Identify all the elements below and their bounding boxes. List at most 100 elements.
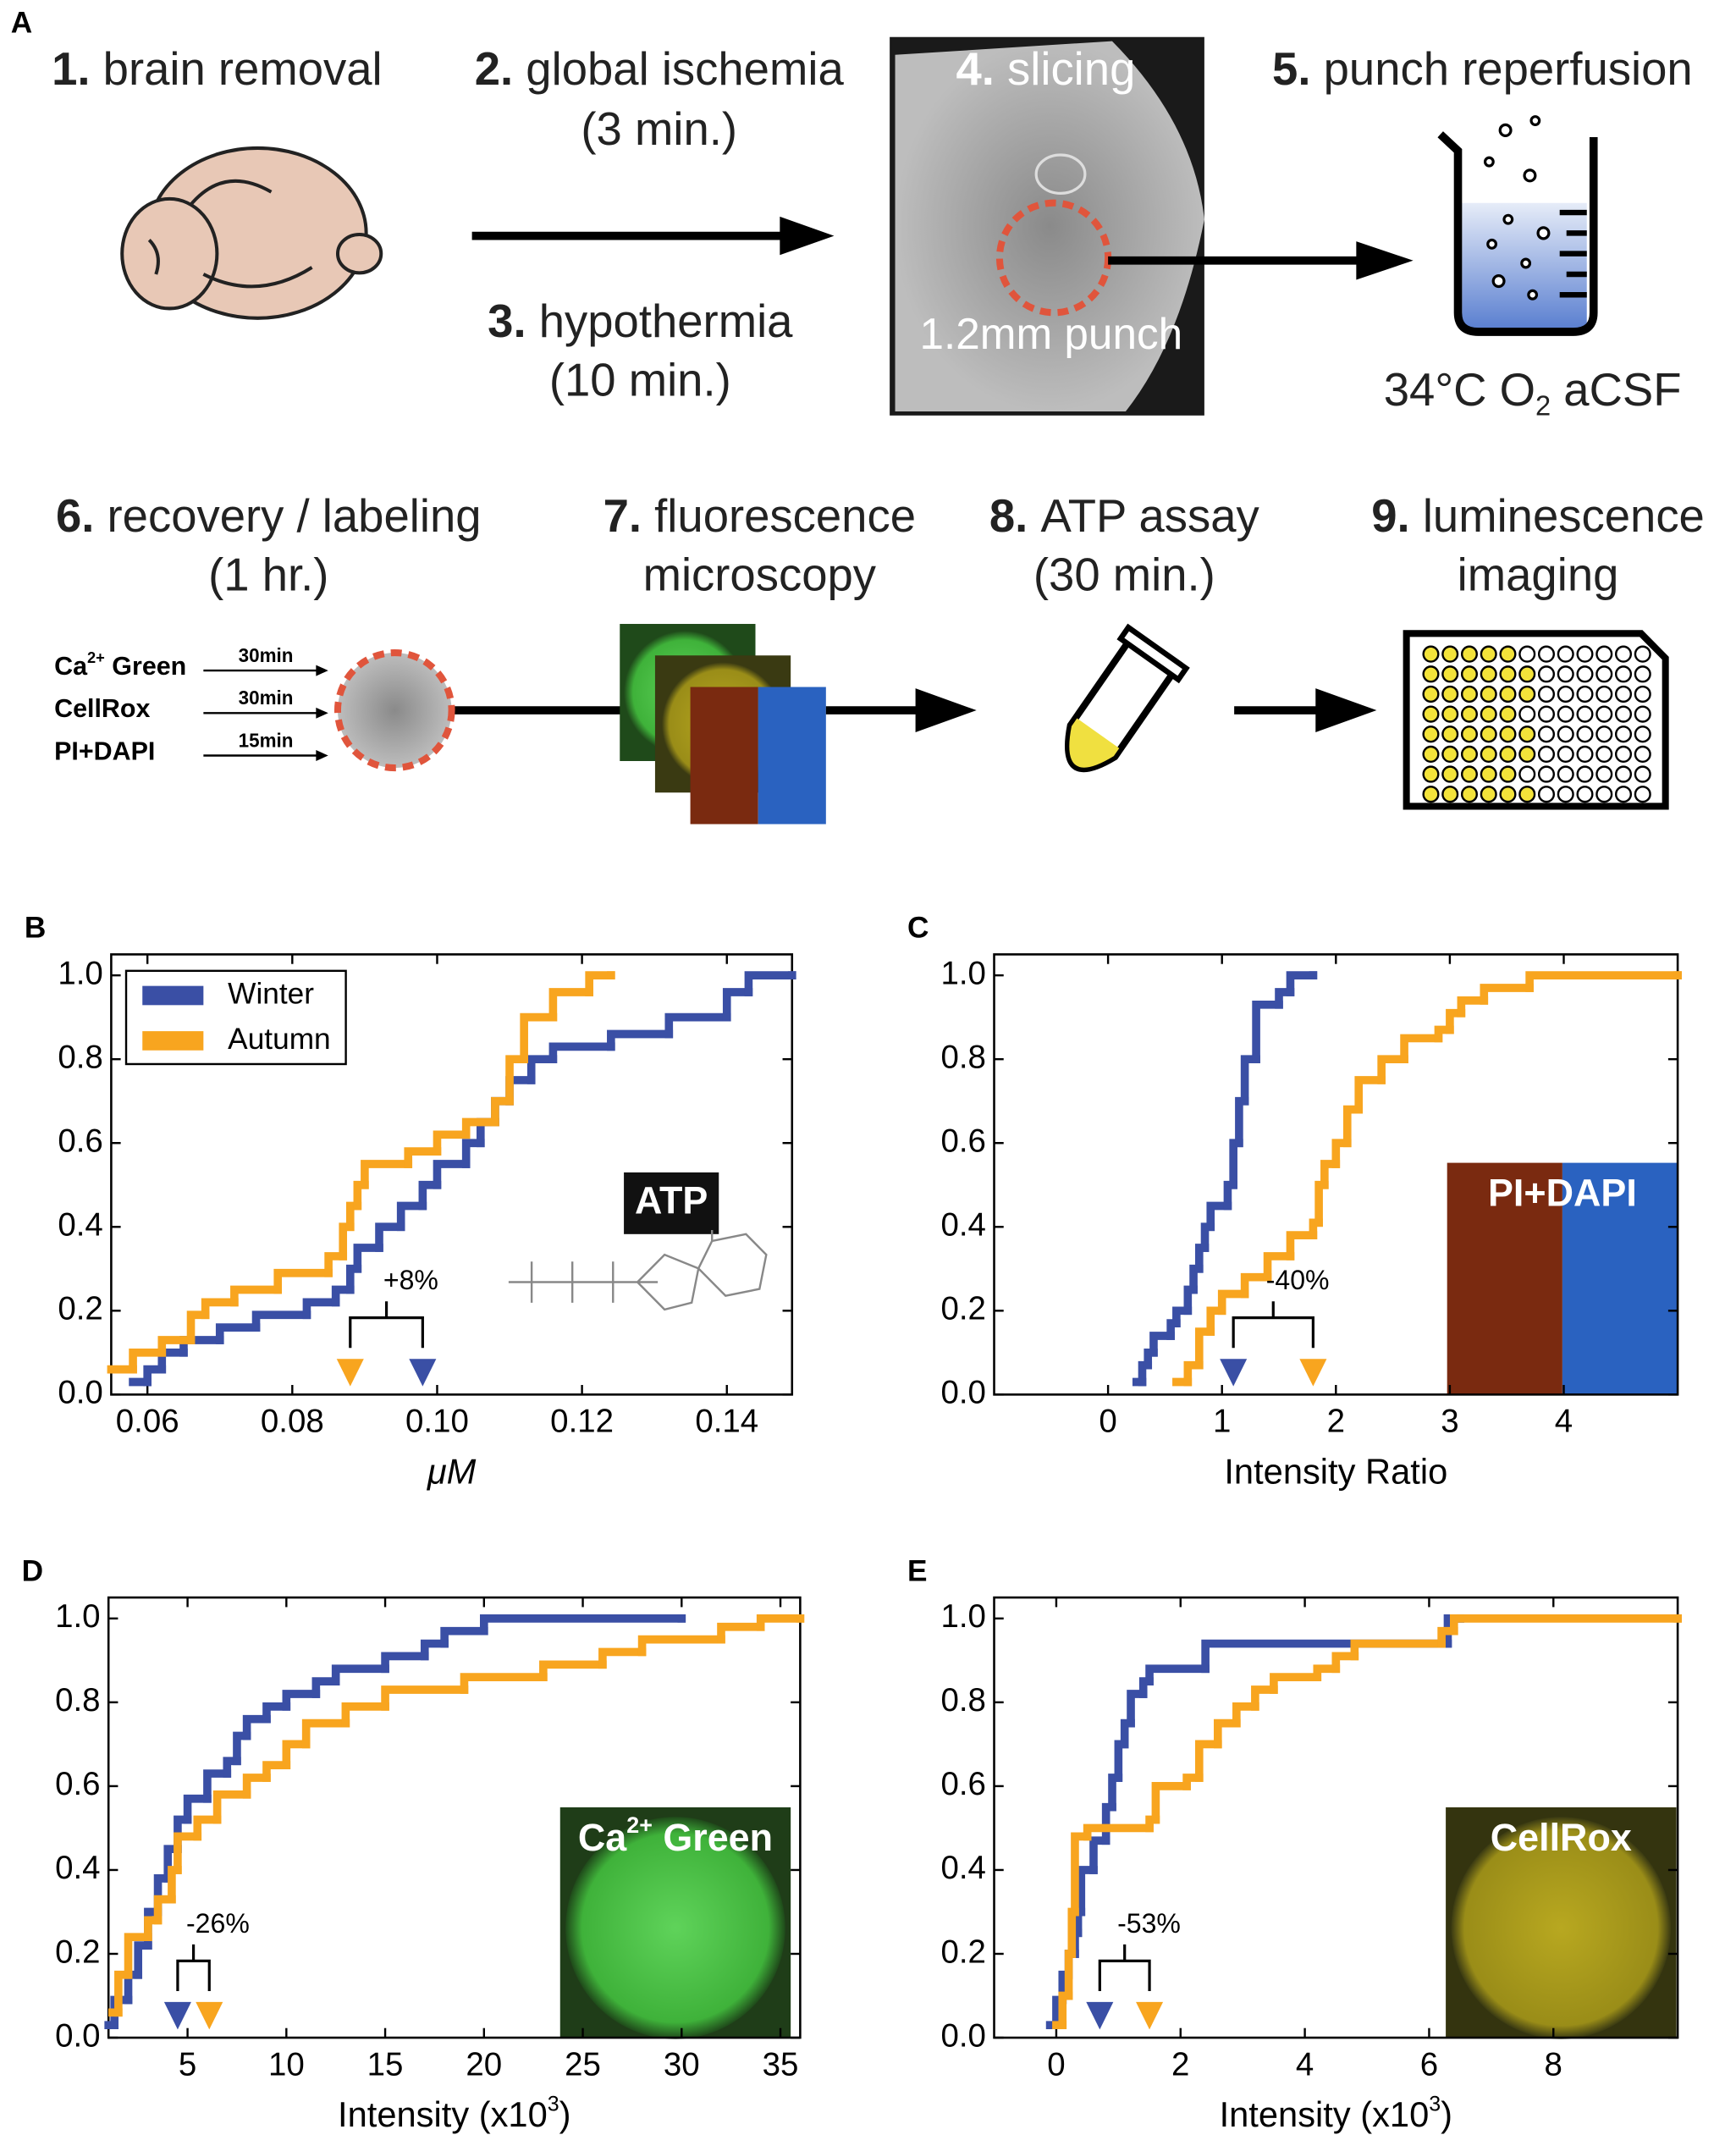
step-segment: [480, 1614, 686, 1636]
step-label: 7. fluorescence: [603, 489, 916, 542]
microscopy-images: [620, 624, 826, 825]
y-tick-label: 0.4: [940, 1850, 985, 1886]
step-segment: [1145, 1664, 1210, 1685]
step-number: 4.: [956, 42, 994, 95]
step-segment: [339, 1222, 355, 1261]
well: [1518, 665, 1536, 683]
median-marker: [409, 1359, 437, 1387]
dye-label: PI+DAPI: [54, 736, 155, 765]
step-segment: [1089, 1836, 1110, 1874]
well: [1441, 786, 1459, 803]
well: [1614, 685, 1633, 703]
step-segment: [722, 988, 753, 1022]
step-segment: [1151, 1782, 1191, 1824]
step-text: global ischemia: [526, 42, 844, 95]
well: [1499, 665, 1517, 683]
step-segment: [1525, 971, 1682, 992]
step-text: (10 min.): [549, 354, 731, 406]
well: [1634, 786, 1651, 803]
text-part: CellRox: [1491, 1816, 1632, 1859]
well: [1499, 685, 1517, 703]
x-tick-label: 0.08: [261, 1403, 324, 1439]
legend-label: Winter: [228, 976, 314, 1010]
text-part: [1410, 489, 1423, 542]
well: [1634, 645, 1651, 663]
x-tick-label: 4: [1555, 1403, 1573, 1439]
step-segment: [756, 1614, 805, 1631]
y-tick-label: 0.4: [55, 1850, 100, 1886]
well: [1614, 765, 1633, 783]
well: [1557, 705, 1574, 723]
step-segment: [375, 1222, 405, 1252]
text-part: Green: [653, 1816, 773, 1859]
text-part: ): [1441, 2094, 1452, 2134]
step-segment: [520, 1012, 558, 1064]
well: [1557, 685, 1574, 703]
inset-label: CellRox: [1491, 1816, 1632, 1859]
step-segment: [1457, 996, 1489, 1018]
text-part: Ca: [578, 1816, 627, 1859]
step-segment: [1067, 1907, 1079, 1958]
text-part: 3: [548, 2092, 559, 2116]
x-axis-label: Intensity (x103): [338, 2092, 570, 2134]
step-segment: [404, 1147, 442, 1168]
step-label: 4. slicing: [956, 42, 1135, 95]
step-segment: [251, 1310, 311, 1332]
median-marker: [1136, 2001, 1164, 2030]
well: [1460, 705, 1478, 723]
punch-label: 1.2mm punch: [920, 309, 1183, 358]
step-segment: [262, 1761, 291, 1782]
annotation: -26%: [186, 1908, 250, 1939]
step-label: (3 min.): [581, 102, 737, 155]
step-segment: [1286, 971, 1318, 996]
x-tick-label: 25: [565, 2046, 601, 2083]
dye-arrow-head: [316, 665, 328, 676]
step-segment: [505, 1055, 528, 1106]
well: [1480, 685, 1497, 703]
step-segment: [1071, 1832, 1092, 1917]
well: [1576, 685, 1594, 703]
arrow: [1234, 688, 1377, 732]
step-segment: [1286, 1231, 1318, 1261]
plot-frame: [110, 953, 794, 1396]
well: [1518, 645, 1536, 663]
step-text: slicing: [1007, 42, 1135, 95]
step-number: 2.: [475, 42, 513, 95]
text-part: 2: [1535, 389, 1551, 421]
median-marker: [1220, 1359, 1248, 1387]
y-tick-label: 0.0: [940, 1374, 985, 1410]
text-part: [91, 42, 103, 95]
step-segment: [460, 1673, 548, 1694]
well: [1499, 645, 1517, 663]
dye-time: 30min: [239, 645, 294, 666]
well: [1634, 745, 1651, 764]
median-marker: [1299, 1359, 1327, 1387]
well: [1595, 765, 1613, 783]
step-segment: [1229, 1139, 1243, 1189]
y-tick-label: 1.0: [58, 955, 102, 991]
well: [1557, 725, 1574, 743]
annotation: -40%: [1266, 1265, 1330, 1295]
text-part: 2+: [626, 1812, 653, 1838]
step-segment: [273, 1268, 333, 1294]
step-segment: [418, 1180, 442, 1211]
slice-tissue: [895, 41, 1204, 411]
step-segment: [129, 1348, 167, 1374]
well: [1460, 765, 1478, 783]
text-part: [526, 295, 539, 347]
step-segment: [242, 1714, 271, 1741]
y-tick-label: 0.4: [940, 1206, 985, 1243]
bracket: [176, 1944, 211, 1991]
well: [1634, 665, 1651, 683]
step-segment: [539, 1660, 607, 1682]
well: [1499, 745, 1517, 764]
well: [1576, 786, 1594, 803]
step-segment: [183, 1794, 212, 1824]
text-part: ): [559, 2094, 571, 2134]
step-segment: [1263, 1252, 1295, 1282]
well: [1557, 765, 1574, 783]
y-tick-label: 0.6: [940, 1123, 985, 1159]
panel-label: D: [22, 1553, 43, 1587]
step-text: imaging: [1458, 549, 1619, 601]
well: [1480, 745, 1497, 764]
